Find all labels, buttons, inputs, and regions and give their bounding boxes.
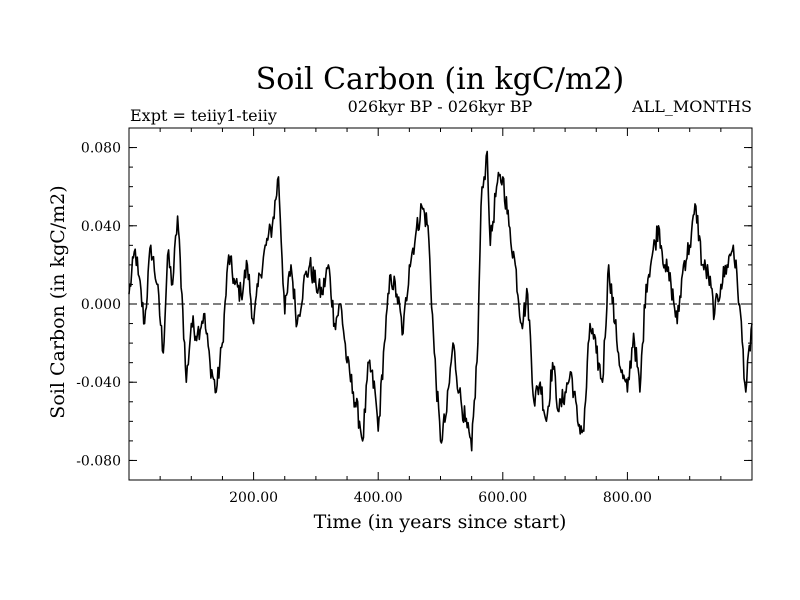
chart-subtitle-left: Expt = teiiy1-teiiy	[130, 106, 277, 125]
x-axis-label: Time (in years since start)	[314, 511, 567, 533]
x-tick-label: 400.00	[354, 490, 403, 506]
series-layer	[128, 150, 753, 452]
x-tick-label: 800.00	[603, 490, 652, 506]
y-tick-label: 0.000	[81, 297, 121, 313]
x-tick-label: 600.00	[478, 490, 527, 506]
y-tick-label: -0.080	[76, 453, 121, 469]
series-line	[128, 150, 753, 452]
y-tick-label: 0.080	[81, 141, 121, 157]
chart-title: Soil Carbon (in kgC/m2)	[256, 62, 624, 97]
chart-subtitle-center: 026kyr BP - 026kyr BP	[348, 97, 533, 116]
x-tick-label: 200.00	[229, 490, 278, 506]
y-tick-label: 0.040	[81, 219, 121, 235]
y-axis-label: Soil Carbon (in kgC/m2)	[47, 185, 69, 418]
ticks-layer: 0.080 0.040 0.000 -0.040 -0.080 200.00 400.00 6…	[76, 128, 752, 506]
chart-subtitle-right: ALL_MONTHS	[631, 97, 752, 116]
y-tick-label: -0.040	[76, 375, 121, 391]
